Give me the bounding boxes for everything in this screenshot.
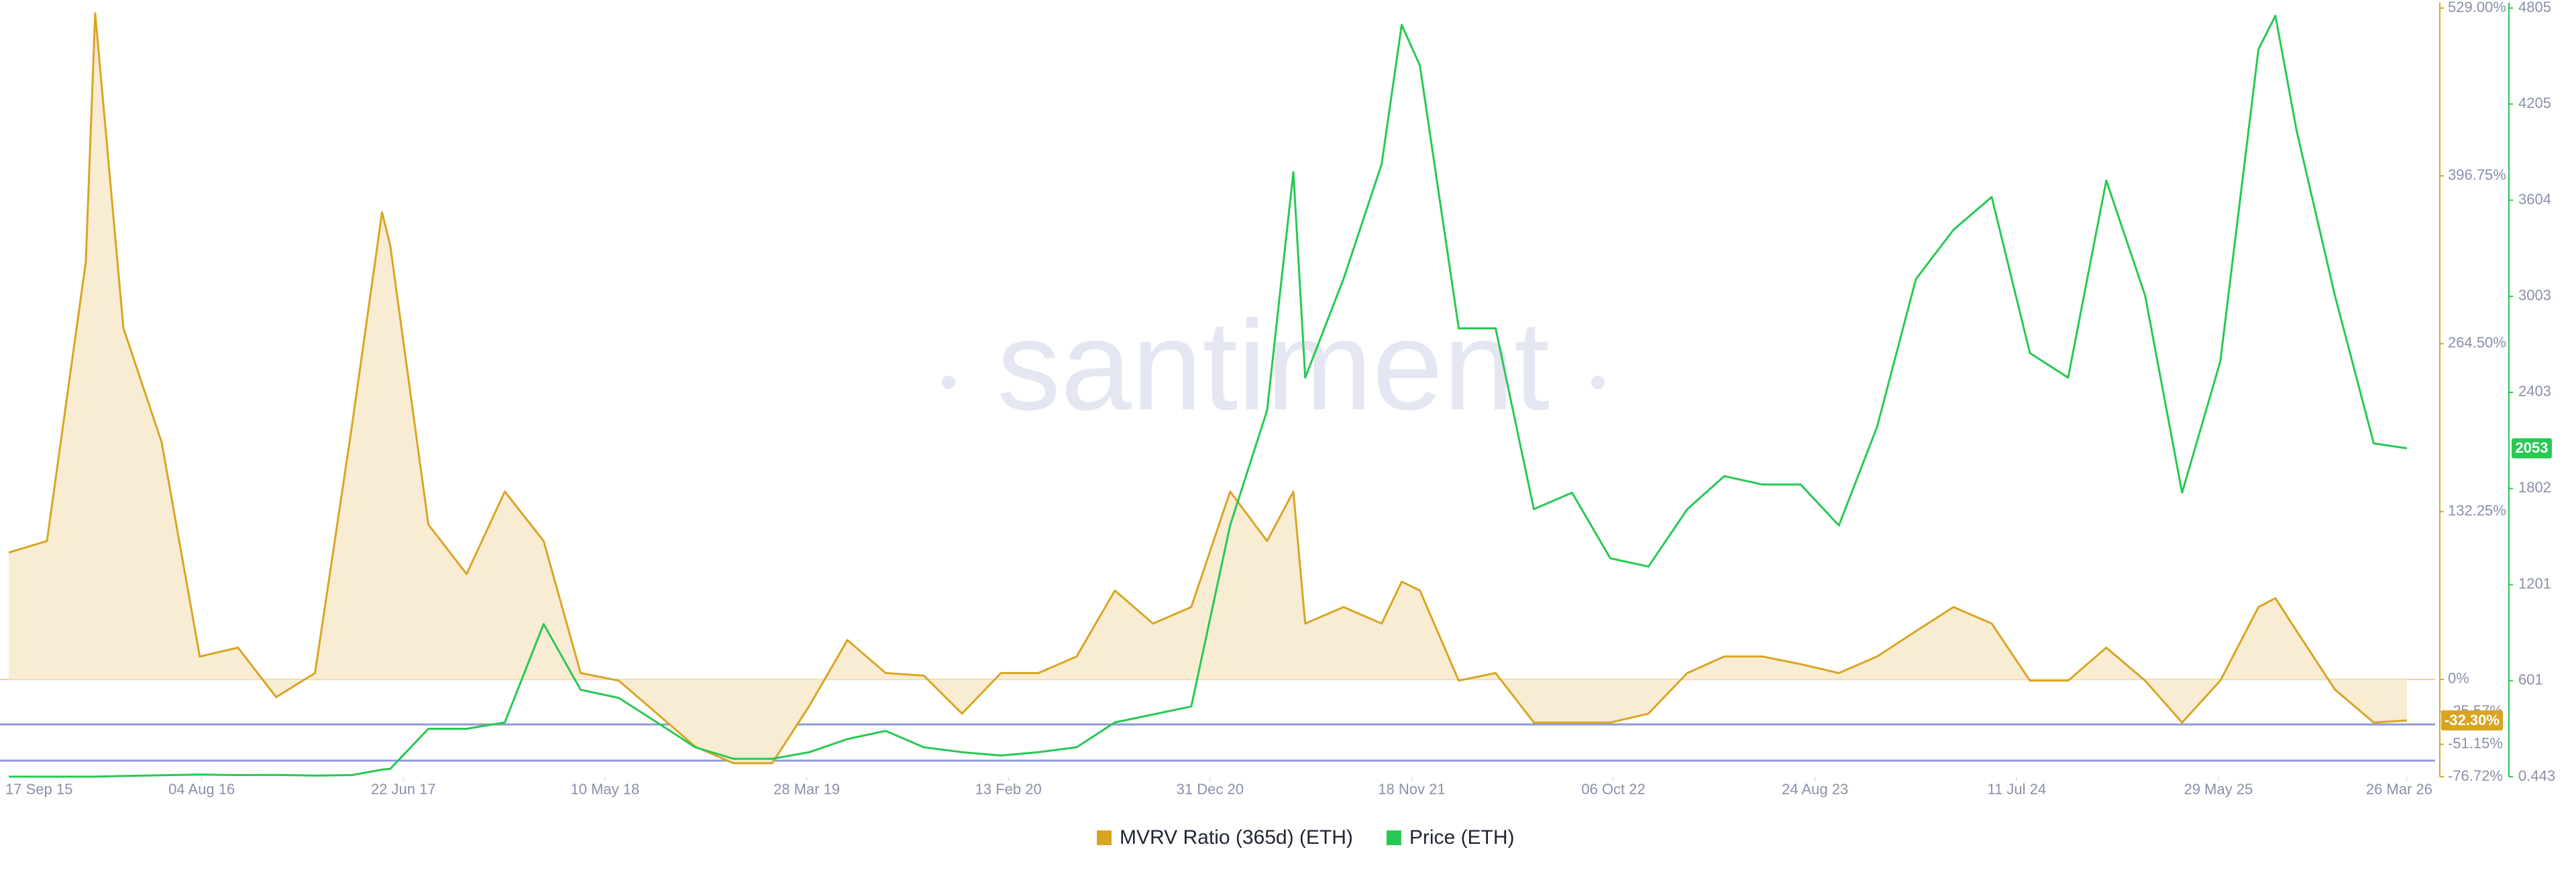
y-tick-label: 529.00%: [2448, 0, 2506, 15]
y-tick-label: -76.72%: [2448, 767, 2503, 784]
y2-tick-label: 3003: [2518, 287, 2551, 304]
watermark: santiment: [997, 294, 1550, 437]
y-tick-label: 396.75%: [2448, 166, 2506, 183]
area: [9, 13, 2407, 763]
y2-tick-label: 2403: [2518, 383, 2551, 400]
y2-tick-label: 601: [2518, 671, 2543, 688]
legend-swatch: [1097, 830, 1112, 845]
y2-tick-label: 3604: [2518, 190, 2551, 207]
legend-label: MVRV Ratio (365d) (ETH): [1120, 826, 1353, 849]
y-tick-label: 264.50%: [2448, 334, 2506, 351]
x-tick-label: 22 Jun 17: [371, 781, 436, 798]
x-tick-label: 18 Nov 21: [1378, 781, 1445, 798]
watermark-dot: [1591, 376, 1605, 389]
value-badge-label: -32.30%: [2445, 712, 2500, 728]
legend-label: Price (ETH): [1409, 826, 1515, 849]
value-badge-label: 2053: [2516, 439, 2548, 456]
value-badge: [2441, 710, 2503, 730]
legend-swatch: [1386, 830, 1401, 845]
x-tick-label: 29 May 25: [2184, 781, 2253, 798]
y2-tick-label: 0.443: [2518, 767, 2555, 784]
x-tick-label: 24 Aug 23: [1782, 781, 1848, 798]
x-tick-label: 28 Mar 19: [773, 781, 840, 798]
x-tick-label: 11 Jul 24: [1987, 781, 2046, 798]
x-tick-label: 17 Sep 15: [5, 781, 72, 798]
line: [8, 12, 2408, 765]
x-tick-label: 10 May 18: [571, 781, 640, 798]
y-tick-label: 0%: [2448, 670, 2469, 687]
line: [9, 14, 2408, 778]
value-badge: [2512, 438, 2552, 459]
y2-tick-label: 1802: [2518, 479, 2551, 496]
y-tick-label: -51.15%: [2448, 734, 2503, 751]
x-tick-label: 31 Dec 20: [1177, 781, 1244, 798]
x-tick-label: 06 Oct 22: [1581, 781, 1645, 798]
x-tick-label: 04 Aug 16: [168, 781, 235, 798]
y-tick-label: 132.25%: [2448, 502, 2506, 519]
y2-tick-label: 4205: [2518, 95, 2551, 111]
legend: MVRV Ratio (365d) (ETH) Price (ETH): [1097, 826, 1515, 849]
y2-tick-label: 4805: [2518, 0, 2551, 15]
y2-tick-label: 1201: [2518, 575, 2551, 592]
x-tick-label: 13 Feb 20: [975, 781, 1042, 798]
watermark-dot: [942, 376, 955, 389]
x-tick-label: 26 Mar 26: [2366, 781, 2432, 798]
